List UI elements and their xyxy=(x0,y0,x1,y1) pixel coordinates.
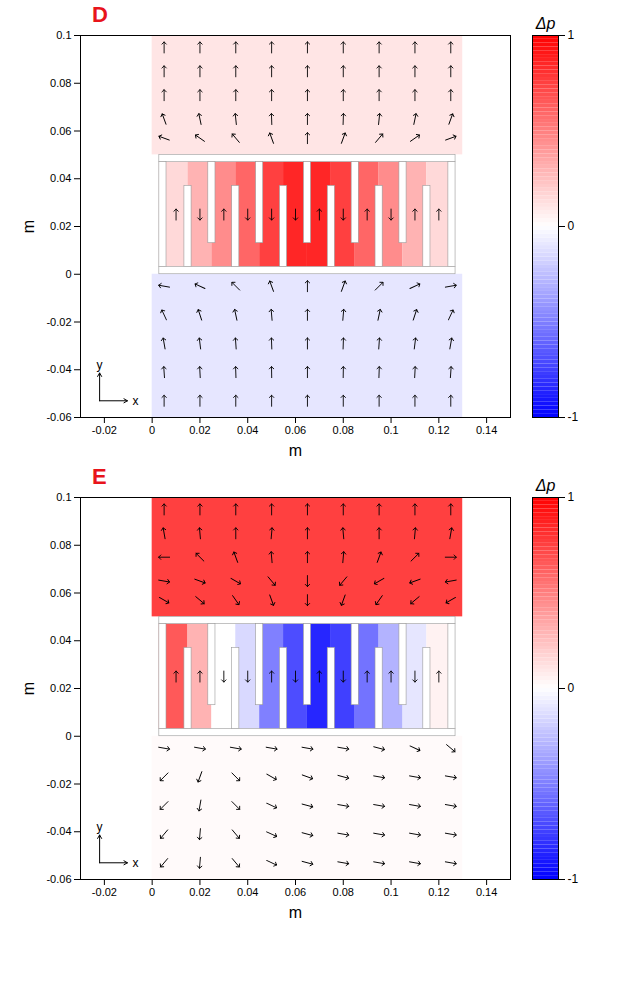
svg-text:m: m xyxy=(20,220,37,233)
svg-text:0.06: 0.06 xyxy=(50,587,71,599)
svg-text:0.06: 0.06 xyxy=(285,424,306,436)
svg-text:m: m xyxy=(20,682,37,695)
svg-text:0.02: 0.02 xyxy=(189,886,210,898)
svg-text:-0.04: -0.04 xyxy=(46,363,71,375)
svg-text:0.02: 0.02 xyxy=(189,424,210,436)
svg-text:y: y xyxy=(97,358,103,372)
svg-text:-0.04: -0.04 xyxy=(46,825,71,837)
svg-text:0.06: 0.06 xyxy=(50,125,71,137)
svg-text:0.08: 0.08 xyxy=(333,886,354,898)
svg-text:-0.02: -0.02 xyxy=(46,316,71,328)
svg-text:Δp: Δp xyxy=(535,477,556,494)
svg-text:0: 0 xyxy=(65,268,71,280)
svg-text:0.04: 0.04 xyxy=(50,634,71,646)
svg-text:-1: -1 xyxy=(568,872,579,886)
html-text:E: E xyxy=(92,464,107,489)
svg-text:Δp: Δp xyxy=(535,15,556,32)
svg-text:0: 0 xyxy=(568,219,575,233)
svg-text:0.1: 0.1 xyxy=(383,424,398,436)
svg-text:0.08: 0.08 xyxy=(50,77,71,89)
svg-text:-0.02: -0.02 xyxy=(92,424,117,436)
svg-text:0.04: 0.04 xyxy=(50,172,71,184)
svg-text:0.14: 0.14 xyxy=(476,886,497,898)
svg-text:0.1: 0.1 xyxy=(383,886,398,898)
svg-text:0.12: 0.12 xyxy=(428,424,449,436)
svg-text:0.02: 0.02 xyxy=(50,220,71,232)
svg-text:-1: -1 xyxy=(568,410,579,424)
svg-text:x: x xyxy=(132,394,138,408)
svg-text:-0.06: -0.06 xyxy=(46,411,71,423)
svg-text:x: x xyxy=(132,856,138,870)
svg-text:0.08: 0.08 xyxy=(333,424,354,436)
svg-text:-0.02: -0.02 xyxy=(46,778,71,790)
svg-text:-0.06: -0.06 xyxy=(46,873,71,885)
svg-text:0: 0 xyxy=(149,886,155,898)
html-text:D: D xyxy=(92,2,108,27)
svg-text:0: 0 xyxy=(149,424,155,436)
svg-text:m: m xyxy=(289,904,302,921)
svg-text:0.06: 0.06 xyxy=(285,886,306,898)
svg-text:0.1: 0.1 xyxy=(56,491,71,503)
svg-text:0.14: 0.14 xyxy=(476,424,497,436)
svg-text:0.1: 0.1 xyxy=(56,29,71,41)
svg-text:0.04: 0.04 xyxy=(237,886,258,898)
svg-text:0.08: 0.08 xyxy=(50,539,71,551)
svg-text:0.02: 0.02 xyxy=(50,682,71,694)
svg-text:1: 1 xyxy=(568,28,575,42)
svg-text:-0.02: -0.02 xyxy=(92,886,117,898)
svg-text:0.12: 0.12 xyxy=(428,886,449,898)
svg-text:1: 1 xyxy=(568,490,575,504)
svg-text:m: m xyxy=(289,442,302,459)
svg-text:0.04: 0.04 xyxy=(237,424,258,436)
svg-text:0: 0 xyxy=(65,730,71,742)
svg-text:0: 0 xyxy=(568,681,575,695)
svg-text:y: y xyxy=(97,820,103,834)
